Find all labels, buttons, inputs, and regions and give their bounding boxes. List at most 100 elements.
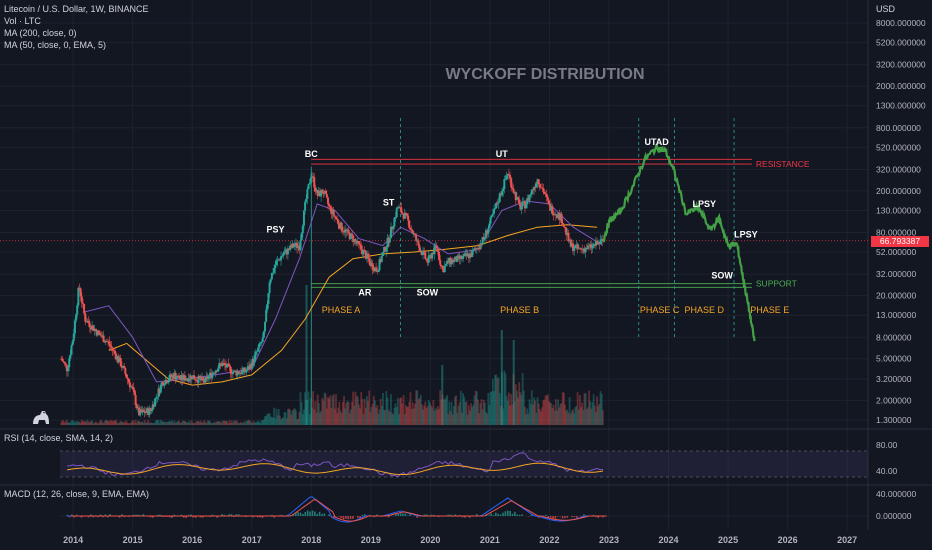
candle-body [344, 229, 347, 233]
candle-body [501, 191, 504, 196]
candle-body [578, 247, 581, 249]
volume-bar [401, 403, 404, 425]
time-tick-label: 2026 [778, 535, 798, 545]
volume-bar [99, 420, 102, 425]
candle-body [79, 288, 82, 297]
volume-bar [582, 409, 585, 425]
candle-body [223, 363, 226, 366]
volume-bar [382, 392, 384, 425]
macd-histogram-bar [397, 513, 400, 516]
macd-histogram-bar [273, 516, 276, 518]
volume-bar [572, 409, 574, 425]
candle-body [266, 303, 269, 310]
candle-body [237, 371, 240, 374]
phase-label: PHASE D [684, 305, 724, 315]
volume-bar [186, 422, 189, 425]
volume-bar [569, 413, 572, 425]
macd-histogram-bar [152, 516, 154, 518]
price-axis[interactable]: 8000.000000 5200.000000 3200.000000 2000.00… [876, 18, 926, 425]
candle-body [133, 389, 136, 395]
macd-label[interactable]: MACD (12, 26, close, 9, EMA, EMA) [4, 489, 150, 499]
volume-bar [204, 422, 207, 425]
candle-body [268, 282, 271, 294]
volume-bar [227, 423, 230, 425]
volume-bar [319, 412, 321, 425]
time-tick-label: 2018 [301, 535, 321, 545]
volume-bar [477, 399, 479, 425]
volume-bar [210, 423, 213, 425]
volume-bar [472, 404, 475, 425]
candle-body [473, 248, 476, 251]
candle-body [269, 279, 272, 283]
volume-bar [180, 422, 183, 425]
time-tick-label: 2022 [539, 535, 559, 545]
volume-bar [277, 409, 280, 425]
volume-bar [273, 407, 276, 425]
volume-bar [557, 399, 560, 425]
macd-histogram-bar [375, 514, 378, 516]
candle-body [304, 201, 307, 211]
candle-body [466, 253, 469, 256]
volume-bar [358, 404, 360, 425]
candle-body [180, 375, 183, 380]
candle-body [441, 266, 444, 270]
candle-body [201, 377, 204, 381]
volume-bar [83, 422, 85, 425]
candle-body [318, 191, 321, 197]
candle-body [391, 226, 394, 230]
macd-histogram-bar [509, 510, 511, 516]
candle-body [556, 215, 559, 218]
volume-bar [293, 408, 296, 425]
volume-bar [415, 390, 418, 425]
candle-body [205, 376, 208, 378]
volume-bar [203, 420, 206, 425]
candle-body [148, 408, 151, 415]
macd-histogram-bar [223, 514, 226, 516]
macd-histogram-bar [340, 516, 342, 519]
volume-bar [331, 395, 334, 425]
candle-body [78, 287, 81, 289]
volume-bar [150, 422, 153, 425]
time-axis[interactable]: 2014 2015 2016 2017 2018 2019 2020 2021 2022 2023… [63, 535, 857, 545]
candle-body [388, 238, 391, 243]
candle-body [178, 375, 181, 379]
price-series [60, 168, 604, 419]
candle-body [430, 255, 433, 259]
indicator-volume[interactable]: Vol · LTC [4, 16, 41, 26]
candle-body [195, 379, 198, 381]
candle-body [173, 372, 176, 379]
candle-body [598, 241, 601, 244]
candle-body [108, 341, 111, 345]
volume-bar [454, 396, 456, 425]
rsi-label[interactable]: RSI (14, close, SMA, 14, 2) [4, 433, 114, 443]
volume-bar [169, 420, 171, 425]
volume-bar [461, 412, 463, 425]
indicator-ma200[interactable]: MA (200, close, 0) [4, 28, 77, 38]
macd-histogram-bar [137, 514, 140, 516]
volume-bar [380, 405, 383, 425]
candle-body [251, 359, 254, 369]
candle-body [362, 250, 365, 255]
candle-body [293, 245, 296, 247]
symbol-title[interactable]: Litecoin / U.S. Dollar, 1W, BINANCE [4, 4, 149, 14]
candle-body [529, 194, 532, 196]
volume-bar [133, 422, 136, 425]
indicator-ma50[interactable]: MA (50, close, 0, EMA, 5) [4, 40, 107, 50]
volume-bar [495, 374, 498, 425]
volume-bar [441, 365, 444, 425]
candle-body [409, 228, 412, 230]
candle-body [575, 244, 578, 246]
volume-bar [238, 423, 241, 425]
candle-body [467, 253, 470, 259]
candle-body [321, 189, 324, 194]
volume-bar [551, 407, 554, 425]
candle-body [549, 203, 552, 211]
volume-bar [256, 422, 258, 425]
macd-histogram-bar [373, 516, 376, 518]
macd-histogram-bar [237, 514, 240, 516]
macd-histogram-bar [447, 514, 450, 516]
candle-body [442, 269, 445, 273]
volume-bar [548, 401, 550, 425]
volume-bar [100, 420, 103, 425]
